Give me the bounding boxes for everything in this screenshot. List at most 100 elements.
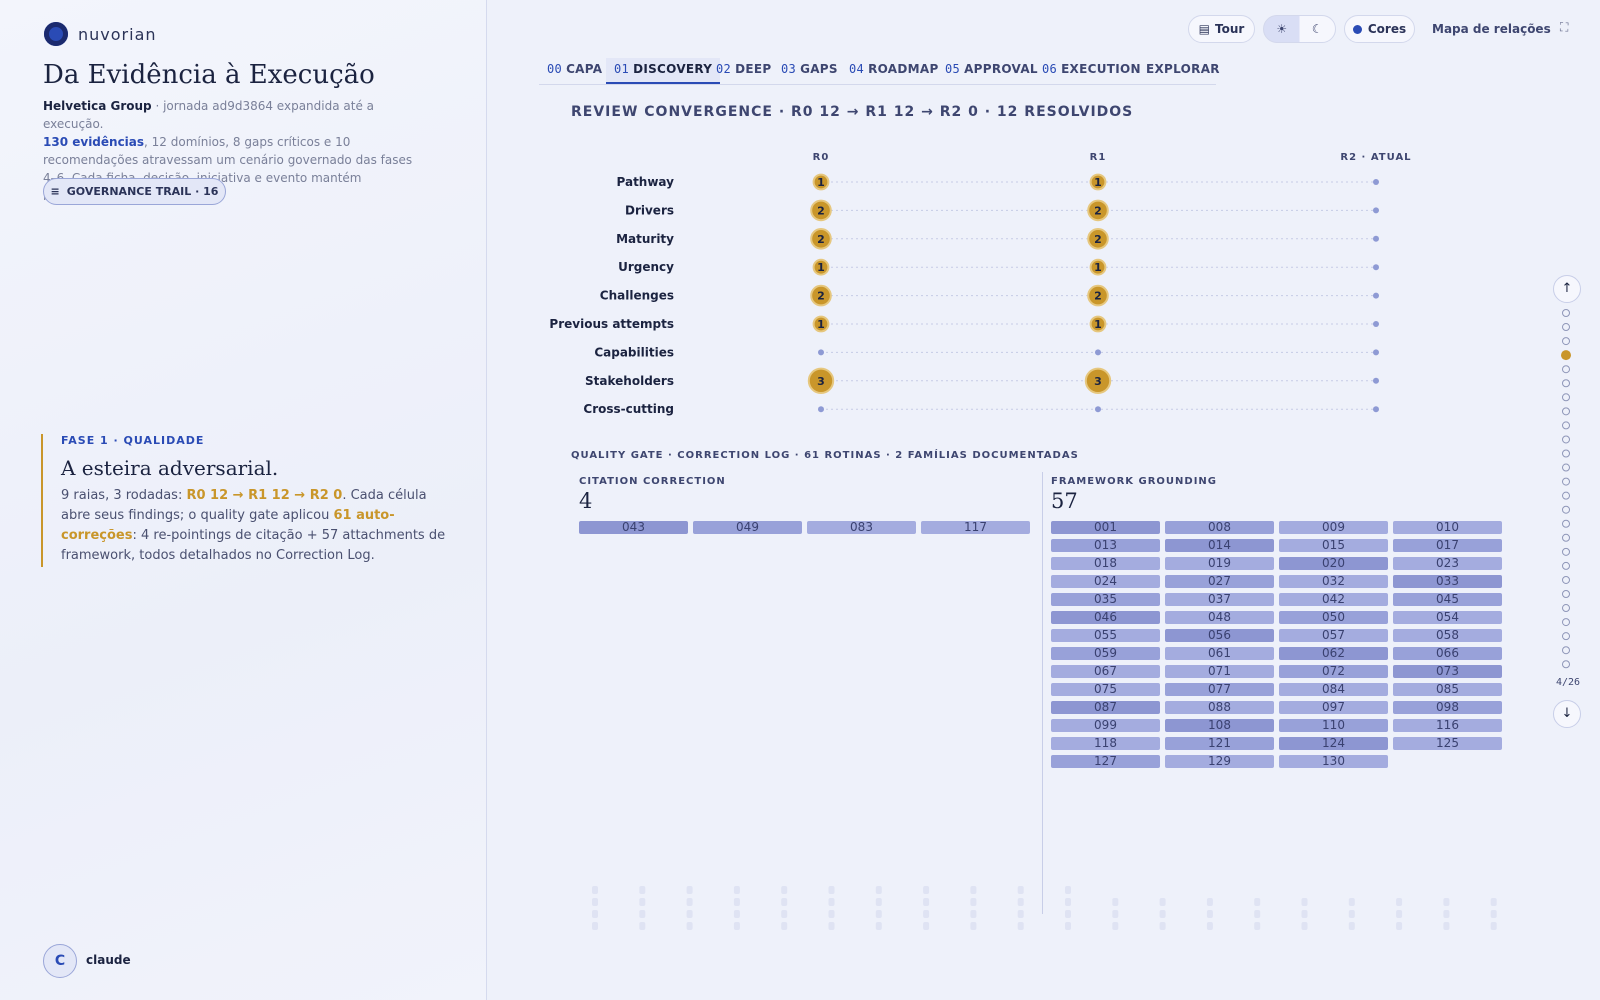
page-dot[interactable] bbox=[1562, 393, 1570, 402]
avatar[interactable]: C bbox=[43, 944, 77, 978]
correction-cell: 045 bbox=[1393, 593, 1502, 606]
decor-tick bbox=[1254, 910, 1261, 918]
tab-label: APPROVAL bbox=[964, 62, 1038, 76]
page-dot-active[interactable] bbox=[1561, 350, 1571, 361]
finding-badge bbox=[812, 258, 830, 276]
tab-number: 02 bbox=[716, 62, 732, 76]
correction-cell: 062 bbox=[1279, 647, 1388, 660]
tour-label: Tour bbox=[1215, 22, 1245, 36]
decor-tick bbox=[1254, 898, 1261, 906]
tab-label: ROADMAP bbox=[868, 62, 939, 76]
empty-dot bbox=[1373, 292, 1379, 299]
correction-cell: 116 bbox=[1393, 719, 1502, 732]
correction-cell: 046 bbox=[1051, 611, 1160, 624]
colors-button[interactable]: Cores bbox=[1344, 15, 1415, 43]
page-dot[interactable] bbox=[1562, 421, 1570, 430]
correction-cell: 118 bbox=[1051, 737, 1160, 750]
correction-cell: 009 bbox=[1279, 521, 1388, 534]
text-segment: Helvetica Group bbox=[43, 99, 152, 113]
page-dot[interactable] bbox=[1562, 365, 1570, 374]
page-dot[interactable] bbox=[1562, 575, 1570, 584]
tab[interactable]: 03 GAPS bbox=[773, 58, 846, 87]
page-dot[interactable] bbox=[1562, 337, 1570, 346]
next-button[interactable]: ↓ bbox=[1553, 700, 1581, 728]
sidebar: nuvorian Da Evidência à Execução Helveti… bbox=[0, 0, 487, 1000]
tab[interactable]: 04 ROADMAP bbox=[841, 58, 947, 87]
tab[interactable]: EXPLORAR bbox=[1138, 58, 1228, 87]
page-dot[interactable] bbox=[1562, 407, 1570, 416]
page-dot[interactable] bbox=[1562, 379, 1570, 388]
decor-tick bbox=[781, 886, 788, 894]
correction-cell: 042 bbox=[1279, 593, 1388, 606]
correction-cell: 055 bbox=[1051, 629, 1160, 642]
decor-tick bbox=[1254, 922, 1261, 930]
finding-count: 2 bbox=[817, 233, 825, 246]
tab[interactable]: 02 DEEP bbox=[708, 58, 779, 87]
map-link[interactable]: Mapa de relações bbox=[1432, 22, 1551, 36]
page-dot[interactable] bbox=[1562, 505, 1570, 514]
tab-label: EXPLORAR bbox=[1146, 62, 1220, 76]
page-dot[interactable] bbox=[1562, 323, 1570, 332]
prev-button[interactable]: ↑ bbox=[1553, 275, 1581, 303]
pager: 4/26 bbox=[1555, 677, 1581, 688]
decor-tick bbox=[639, 898, 646, 906]
finding-count: 1 bbox=[817, 318, 825, 331]
finding-count: 3 bbox=[817, 375, 825, 388]
title: Da Evidência à Execução bbox=[43, 60, 375, 90]
tab-rule bbox=[539, 84, 1216, 85]
correction-cell: 037 bbox=[1165, 593, 1274, 606]
decor-tick bbox=[923, 910, 930, 918]
correction-cell: 033 bbox=[1393, 575, 1502, 588]
page-dot[interactable] bbox=[1562, 561, 1570, 570]
decor-tick bbox=[970, 910, 977, 918]
page-dot[interactable] bbox=[1562, 519, 1570, 528]
correction-cell: 015 bbox=[1279, 539, 1388, 552]
page-dot[interactable] bbox=[1562, 632, 1570, 641]
finding-count: 1 bbox=[817, 261, 825, 274]
row-label: Capabilities bbox=[594, 345, 674, 359]
governance-trail[interactable]: ≡ GOVERNANCE TRAIL · 16 bbox=[43, 178, 226, 205]
decor-tick bbox=[970, 922, 977, 930]
empty-dot bbox=[1095, 349, 1101, 356]
decor-tick bbox=[1443, 922, 1450, 930]
fullscreen-button[interactable]: ⛶ bbox=[1560, 20, 1569, 34]
text-segment: R0 12 → R1 12 → R2 0 bbox=[186, 488, 343, 503]
tab[interactable]: 05 APPROVAL bbox=[937, 58, 1046, 87]
decor-tick bbox=[923, 898, 930, 906]
tab[interactable]: 06 EXECUTION bbox=[1034, 58, 1149, 87]
page-dot[interactable] bbox=[1562, 646, 1570, 655]
page-dot[interactable] bbox=[1562, 604, 1570, 613]
page-dot[interactable] bbox=[1562, 449, 1570, 458]
page-dot[interactable] bbox=[1562, 477, 1570, 486]
correction-cell: 010 bbox=[1393, 521, 1502, 534]
finding-badge bbox=[810, 228, 832, 250]
tour-button[interactable]: ▤ Tour bbox=[1188, 15, 1255, 43]
convergence-title: REVIEW CONVERGENCE · R0 12 → R1 12 → R2 … bbox=[571, 104, 1134, 120]
page-dot[interactable] bbox=[1562, 590, 1570, 598]
page-dot[interactable] bbox=[1562, 463, 1570, 472]
page-dot[interactable] bbox=[1562, 435, 1570, 444]
tab[interactable]: 00 CAPA bbox=[539, 58, 610, 87]
tab-label: DISCOVERY bbox=[633, 62, 713, 76]
decor-tick bbox=[828, 898, 835, 906]
correction-cell: 083 bbox=[807, 521, 916, 534]
decor-tick bbox=[1065, 910, 1071, 918]
page-dot[interactable] bbox=[1562, 660, 1570, 669]
decor-tick bbox=[1206, 898, 1213, 906]
row-label: Cross-cutting bbox=[583, 402, 674, 416]
decor-tick bbox=[970, 886, 977, 894]
row-label: Urgency bbox=[618, 260, 674, 274]
page-dot[interactable] bbox=[1562, 547, 1570, 556]
page-dot[interactable] bbox=[1562, 533, 1570, 542]
theme-toggle[interactable]: ☀ ☾ bbox=[1263, 15, 1336, 43]
quality-gate-title: QUALITY GATE · CORRECTION LOG · 61 ROTIN… bbox=[571, 450, 1079, 461]
finding-count: 1 bbox=[1094, 176, 1102, 189]
page-dot[interactable] bbox=[1562, 491, 1570, 500]
tab[interactable]: 01 DISCOVERY bbox=[606, 58, 721, 84]
finding-badge bbox=[812, 173, 830, 191]
page-dot[interactable] bbox=[1562, 309, 1570, 317]
page-dot[interactable] bbox=[1562, 618, 1570, 627]
correction-cell: 071 bbox=[1165, 665, 1274, 678]
decor-tick bbox=[1490, 922, 1497, 930]
